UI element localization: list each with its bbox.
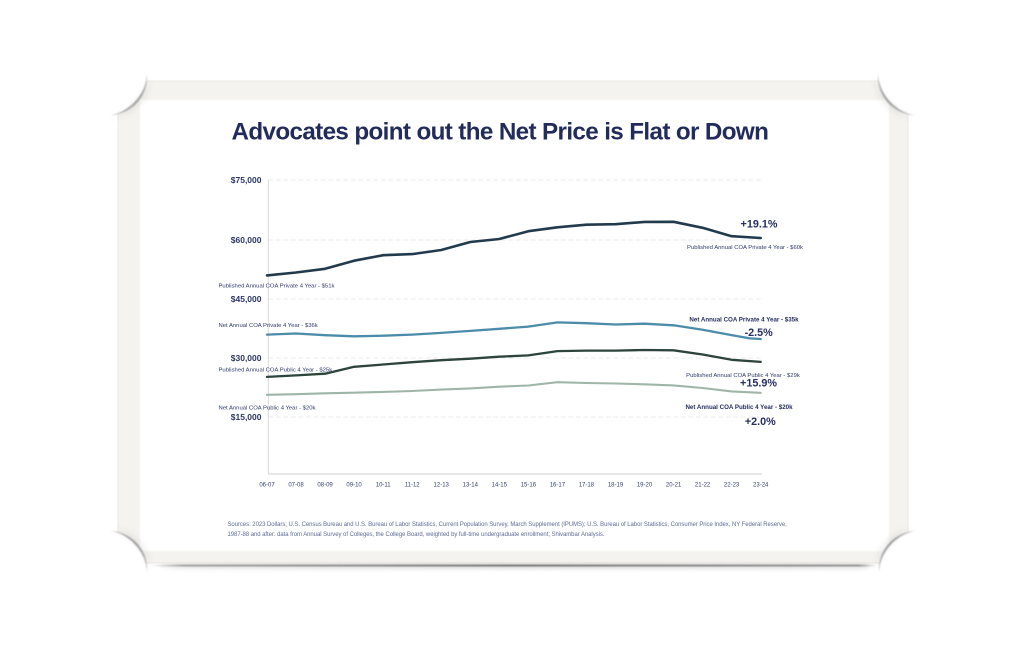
svg-text:06-07: 06-07 — [259, 483, 275, 489]
svg-text:Published Annual COA Private 4: Published Annual COA Private 4 Year - $5… — [219, 283, 335, 289]
svg-text:16-17: 16-17 — [550, 483, 566, 489]
svg-text:14-15: 14-15 — [492, 483, 508, 489]
svg-text:$45,000: $45,000 — [231, 294, 262, 304]
svg-text:22-23: 22-23 — [724, 483, 740, 489]
svg-text:18-19: 18-19 — [608, 483, 624, 489]
svg-text:$75,000: $75,000 — [231, 175, 262, 185]
svg-text:Published Annual COA Public 4: Published Annual COA Public 4 Year - $25… — [219, 367, 333, 373]
svg-text:13-14: 13-14 — [463, 483, 479, 489]
svg-text:1987-88 and after: data from A: 1987-88 and after: data from Annual Surv… — [228, 532, 605, 538]
svg-text:Net Annual COA Public 4 Year -: Net Annual COA Public 4 Year - $20k — [685, 404, 793, 411]
svg-text:$15,000: $15,000 — [231, 412, 262, 422]
svg-text:+15.9%: +15.9% — [740, 377, 777, 389]
svg-text:09-10: 09-10 — [346, 483, 362, 489]
svg-text:Net Annual COA Private 4 Year: Net Annual COA Private 4 Year - $36k — [219, 323, 318, 329]
svg-text:19-20: 19-20 — [637, 483, 653, 489]
svg-text:$60,000: $60,000 — [231, 235, 262, 245]
svg-text:10-11: 10-11 — [376, 483, 392, 489]
svg-text:$30,000: $30,000 — [231, 353, 262, 363]
svg-text:07-08: 07-08 — [288, 483, 304, 489]
svg-text:20-21: 20-21 — [666, 483, 682, 489]
svg-text:Published Annual COA Public 4: Published Annual COA Public 4 Year - $29… — [686, 373, 800, 379]
svg-text:15-16: 15-16 — [521, 483, 537, 489]
svg-text:Advocates point out the Net Pr: Advocates point out the Net Price is Fla… — [232, 119, 769, 146]
svg-text:Published Annual COA Private 4: Published Annual COA Private 4 Year - $6… — [687, 245, 803, 251]
svg-text:17-18: 17-18 — [579, 483, 595, 489]
svg-text:21-22: 21-22 — [695, 483, 711, 489]
svg-text:23-24: 23-24 — [753, 483, 769, 489]
svg-text:12-13: 12-13 — [434, 483, 450, 489]
svg-text:+2.0%: +2.0% — [745, 416, 776, 428]
svg-text:Net Annual COA Public 4 Year -: Net Annual COA Public 4 Year - $20k — [219, 405, 316, 411]
svg-text:11-12: 11-12 — [405, 483, 421, 489]
svg-text:Sources: 2023 Dollars; U.S. Ce: Sources: 2023 Dollars; U.S. Census Burea… — [228, 522, 788, 528]
svg-text:Net Annual COA Private 4 Year: Net Annual COA Private 4 Year - $35k — [689, 316, 799, 323]
svg-text:+19.1%: +19.1% — [741, 219, 778, 231]
svg-text:08-09: 08-09 — [317, 483, 333, 489]
svg-text:-2.5%: -2.5% — [745, 327, 774, 339]
